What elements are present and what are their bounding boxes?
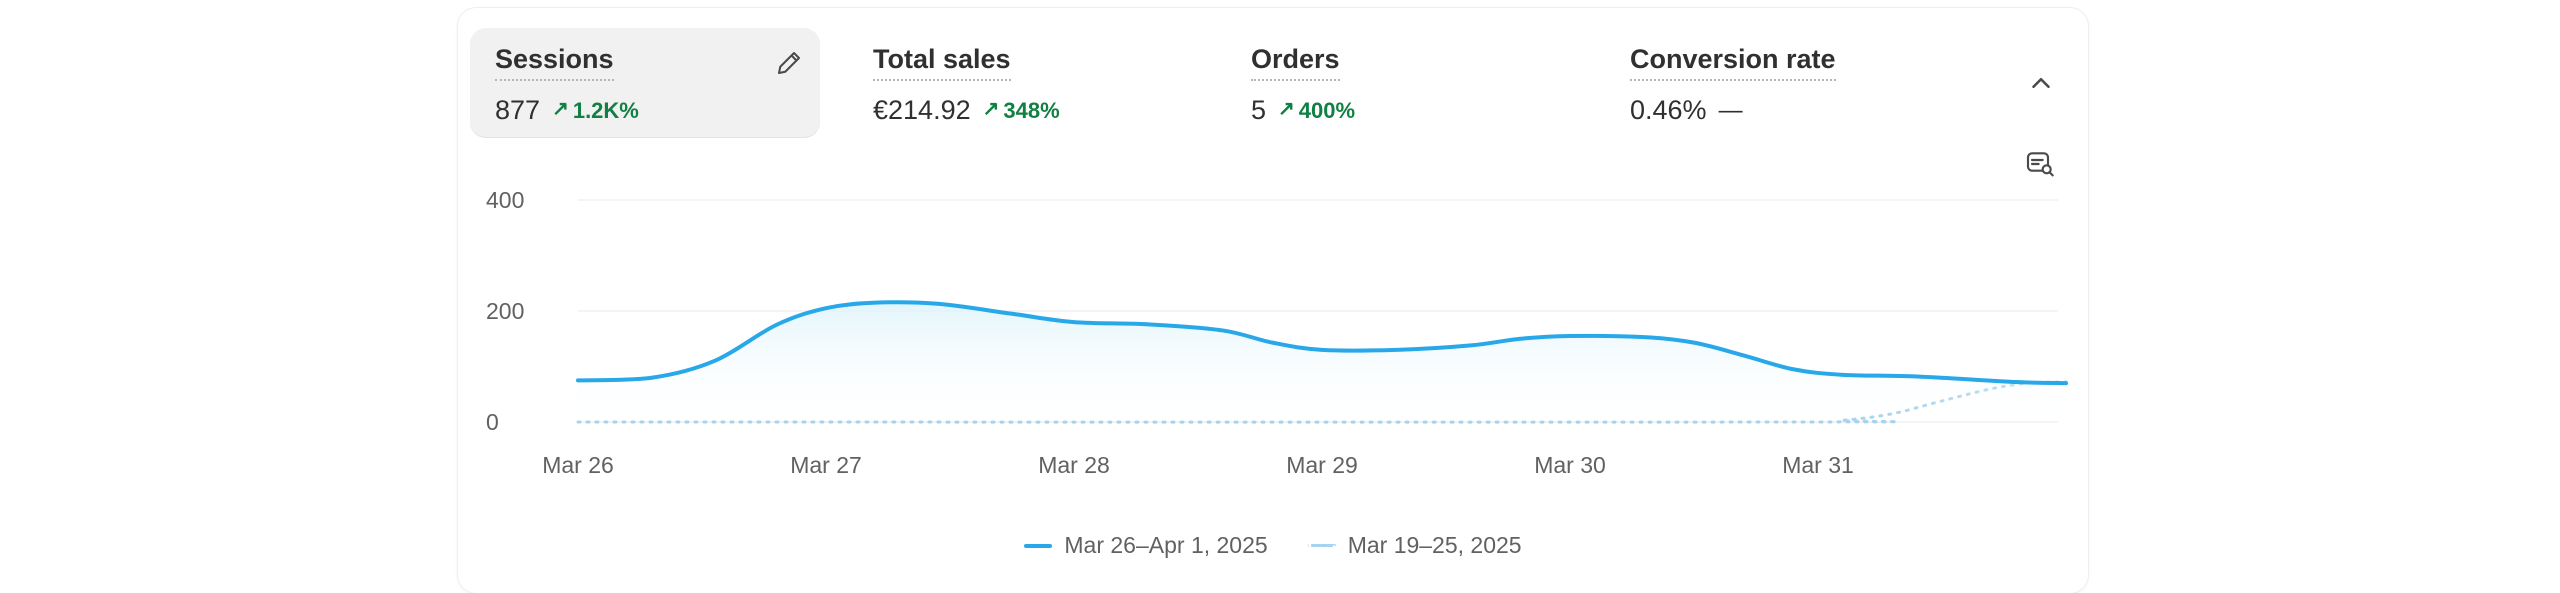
metric-value: 5: [1251, 95, 1267, 125]
pencil-icon[interactable]: [774, 48, 804, 78]
metric-change: ↗ 348%: [982, 97, 1060, 123]
x-tick-label: Mar 26: [542, 452, 614, 478]
arrow-up-right-icon: ↗: [982, 97, 1000, 120]
metric-change: ↗ 1.2K%: [552, 97, 639, 123]
x-tick-label: Mar 30: [1534, 452, 1606, 478]
chart-legend: Mar 26–Apr 1, 2025 Mar 19–25, 2025: [458, 532, 2088, 559]
series-line-current: [576, 300, 2068, 386]
arrow-up-right-icon: ↗: [552, 97, 569, 120]
metric-change-flat: —: [1718, 96, 1743, 124]
metric-label: Conversion rate: [1630, 44, 1836, 81]
legend-swatch-solid: [1024, 543, 1053, 548]
metric-value: 877: [495, 95, 541, 125]
comment-search-icon[interactable]: [2024, 148, 2056, 180]
metric-value: €214.92: [873, 95, 971, 125]
y-tick-label: 0: [486, 409, 499, 435]
x-tick-label: Mar 29: [1286, 452, 1358, 478]
metric-tab-sessions[interactable]: Sessions 877 ↗ 1.2K%: [470, 28, 820, 138]
y-tick-label: 200: [486, 298, 524, 324]
legend-item-previous[interactable]: Mar 19–25, 2025: [1307, 532, 1522, 559]
metric-tab-orders[interactable]: Orders 5 ↗ 400%: [1226, 28, 1576, 138]
legend-item-current[interactable]: Mar 26–Apr 1, 2025: [1024, 532, 1268, 559]
metric-label: Total sales: [873, 44, 1011, 81]
legend-label: Mar 19–25, 2025: [1347, 532, 1522, 558]
arrow-up-right-icon: ↗: [1278, 97, 1295, 120]
metric-tab-conversion-rate[interactable]: Conversion rate 0.46% —: [1605, 28, 1955, 138]
legend-label: Mar 26–Apr 1, 2025: [1064, 532, 1268, 558]
x-tick-label: Mar 31: [1782, 452, 1854, 478]
sessions-card: Sessions 877 ↗ 1.2K% Total sales €214.92…: [458, 8, 2088, 593]
metric-value: 0.46%: [1630, 95, 1707, 125]
metric-label: Sessions: [495, 44, 614, 81]
x-tick-label: Mar 28: [1038, 452, 1110, 478]
metric-tab-total-sales[interactable]: Total sales €214.92 ↗ 348%: [848, 28, 1198, 138]
series-area-current: [578, 302, 2066, 422]
legend-swatch-dotted: [1307, 544, 1336, 547]
chevron-up-icon[interactable]: [2026, 68, 2056, 98]
metric-label: Orders: [1251, 44, 1340, 81]
y-tick-label: 400: [486, 187, 524, 213]
sessions-line-chart: 400 200 0 Mar 26 Mar 27 Mar 28 Mar 29 Mar 30 Mar…: [486, 187, 2068, 478]
metric-change: ↗ 400%: [1278, 97, 1356, 123]
x-tick-label: Mar 27: [790, 452, 862, 478]
